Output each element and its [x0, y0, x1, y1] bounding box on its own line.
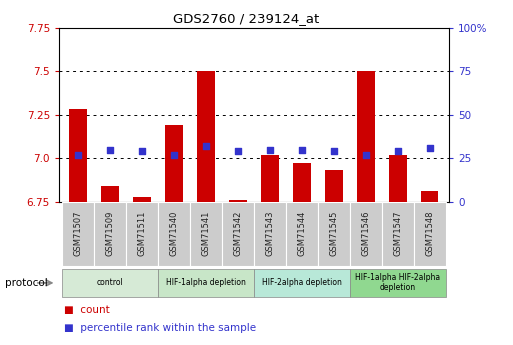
Bar [69, 109, 87, 202]
Bar [165, 125, 183, 202]
Bar [413, 202, 446, 266]
Bar [357, 71, 374, 202]
Text: protocol: protocol [5, 278, 48, 288]
Text: ■  percentile rank within the sample: ■ percentile rank within the sample [64, 323, 256, 333]
Bar [94, 202, 126, 266]
Text: HIF-1alpha depletion: HIF-1alpha depletion [166, 278, 246, 287]
Bar [102, 186, 119, 202]
Bar [286, 202, 318, 266]
Point [202, 143, 210, 149]
Bar [325, 170, 343, 202]
Text: ■  count: ■ count [64, 306, 110, 315]
Text: GSM71546: GSM71546 [361, 211, 370, 256]
Point [266, 147, 274, 152]
Bar [158, 269, 254, 297]
Point [234, 149, 242, 154]
Text: GSM71543: GSM71543 [265, 211, 274, 256]
Point [426, 145, 434, 150]
Text: GSM71544: GSM71544 [298, 211, 306, 256]
Bar [126, 202, 158, 266]
Text: GSM71540: GSM71540 [169, 211, 179, 256]
Point [74, 152, 82, 158]
Text: GSM71541: GSM71541 [202, 211, 210, 256]
Bar [222, 202, 254, 266]
Bar [229, 200, 247, 202]
Point [330, 149, 338, 154]
Text: control: control [97, 278, 124, 287]
Bar [261, 155, 279, 202]
Text: GSM71511: GSM71511 [137, 211, 147, 256]
Point [138, 149, 146, 154]
Bar [158, 202, 190, 266]
Bar [190, 202, 222, 266]
Bar [293, 164, 311, 202]
Bar [350, 269, 446, 297]
Text: GDS2760 / 239124_at: GDS2760 / 239124_at [173, 12, 320, 25]
Text: GSM71548: GSM71548 [425, 211, 434, 256]
Text: GSM71545: GSM71545 [329, 211, 339, 256]
Text: GSM71547: GSM71547 [393, 211, 402, 256]
Point [170, 152, 178, 158]
Point [106, 147, 114, 152]
Text: GSM71509: GSM71509 [106, 211, 114, 256]
Bar [254, 269, 350, 297]
Point [298, 147, 306, 152]
Text: GSM71542: GSM71542 [233, 211, 243, 256]
Point [362, 152, 370, 158]
Bar [197, 71, 215, 202]
Text: GSM71507: GSM71507 [74, 211, 83, 256]
Bar [421, 191, 439, 202]
Bar [318, 202, 350, 266]
Bar [62, 269, 158, 297]
Bar [350, 202, 382, 266]
Point [393, 149, 402, 154]
Text: HIF-2alpha depletion: HIF-2alpha depletion [262, 278, 342, 287]
Bar [389, 155, 406, 202]
Text: HIF-1alpha HIF-2alpha
depletion: HIF-1alpha HIF-2alpha depletion [355, 273, 440, 292]
Bar [133, 197, 151, 202]
Bar [382, 202, 413, 266]
Bar [254, 202, 286, 266]
Bar [62, 202, 94, 266]
